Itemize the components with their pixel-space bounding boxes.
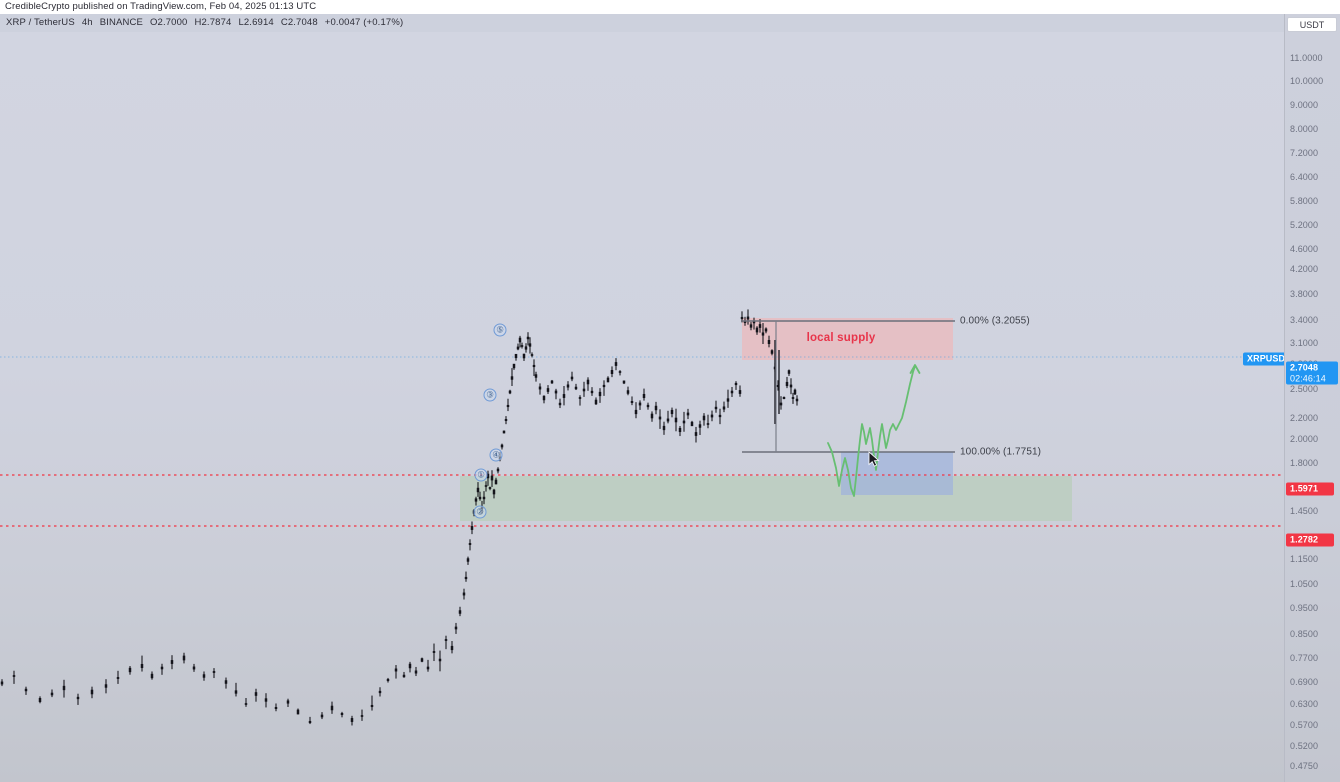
price-tick: 0.7700	[1290, 653, 1319, 663]
price-tick: 1.8000	[1290, 458, 1319, 468]
alert-price-badge[interactable]: 1.5971	[1286, 482, 1334, 496]
projection-path[interactable]	[827, 365, 916, 497]
legend-exchange: BINANCE	[99, 17, 143, 28]
legend-interval[interactable]: 4h	[81, 17, 93, 28]
candlestick-series	[740, 309, 799, 410]
supply-zone[interactable]	[742, 318, 953, 360]
price-tick: 6.4000	[1290, 172, 1319, 182]
candlestick-series	[0, 332, 742, 726]
demand-zone[interactable]	[841, 452, 953, 495]
price-tick: 3.1000	[1290, 338, 1319, 348]
legend-open: O2.7000	[149, 17, 188, 28]
price-tick: 2.5000	[1290, 384, 1319, 394]
price-tick: 1.0500	[1290, 579, 1319, 589]
price-tick: 7.2000	[1290, 148, 1319, 158]
price-tick: 4.2000	[1290, 264, 1319, 274]
price-tick: 8.0000	[1290, 124, 1319, 134]
price-tick: 0.6300	[1290, 699, 1319, 709]
price-plot	[0, 309, 1284, 726]
support-zone[interactable]	[460, 476, 1072, 521]
price-scale[interactable]: USDT 11.0000 10.0000 9.0000 8.0000 7.2000 6.4…	[1284, 14, 1340, 782]
legend-symbol[interactable]: XRP / TetherUS	[6, 17, 75, 28]
price-tick: 1.1500	[1290, 554, 1319, 564]
fib-level-0-label: 0.00% (3.2055)	[960, 315, 1030, 327]
price-tick: 0.9500	[1290, 603, 1319, 613]
price-tick: 11.0000	[1290, 53, 1323, 63]
supply-zone-label: local supply	[806, 332, 876, 344]
live-countdown: 02:46:14	[1290, 373, 1326, 384]
projection-arrow-icon	[909, 364, 921, 374]
price-tick: 2.0000	[1290, 434, 1319, 444]
wave-label-3: ③	[483, 388, 497, 402]
symbol-price-tag: XRPUSDT	[1243, 352, 1295, 366]
wave-label-1: ①	[474, 468, 488, 482]
mouse-cursor-icon	[868, 451, 880, 467]
alert-price-badge[interactable]: 1.2782	[1286, 533, 1334, 547]
price-tick: 1.4500	[1290, 506, 1319, 516]
price-tick: 0.5200	[1290, 741, 1319, 751]
price-tick: 5.8000	[1290, 196, 1319, 206]
price-tick: 2.2000	[1290, 413, 1319, 423]
price-tick: 10.0000	[1290, 76, 1324, 86]
price-tick: 5.2000	[1290, 220, 1319, 230]
chart-legend: XRP / TetherUS 4h BINANCE O2.7000 H2.7874 L2.…	[0, 14, 1284, 32]
price-tick: 3.8000	[1290, 289, 1319, 299]
live-price-badge: 2.7048 02:46:14	[1286, 361, 1338, 385]
legend-high: H2.7874	[194, 17, 232, 28]
fib-level-100-label: 100.00% (1.7751)	[960, 446, 1042, 458]
price-tick: 3.4000	[1290, 315, 1319, 325]
price-tick: 0.4750	[1290, 761, 1319, 771]
price-tick: 0.5700	[1290, 720, 1319, 730]
currency-label: USDT	[1287, 17, 1337, 32]
price-tick: 9.0000	[1290, 100, 1319, 110]
live-price-value: 2.7048	[1290, 362, 1319, 373]
wave-label-4: ④	[489, 448, 503, 462]
legend-low: L2.6914	[238, 17, 274, 28]
attribution-bar: CredibleCrypto published on TradingView.…	[0, 0, 1340, 14]
price-tick: 0.6900	[1290, 677, 1319, 687]
price-tick: 0.8500	[1290, 629, 1319, 639]
chart-pane[interactable]: 0.00% (3.2055) 100.00% (1.7751) local su…	[0, 32, 1284, 782]
price-tick: 4.6000	[1290, 244, 1319, 254]
wave-label-2: ②	[473, 505, 487, 519]
legend-close: C2.7048	[280, 17, 318, 28]
wave-label-5: ⑤	[493, 323, 507, 337]
legend-change: +0.0047 (+0.17%)	[324, 17, 404, 28]
